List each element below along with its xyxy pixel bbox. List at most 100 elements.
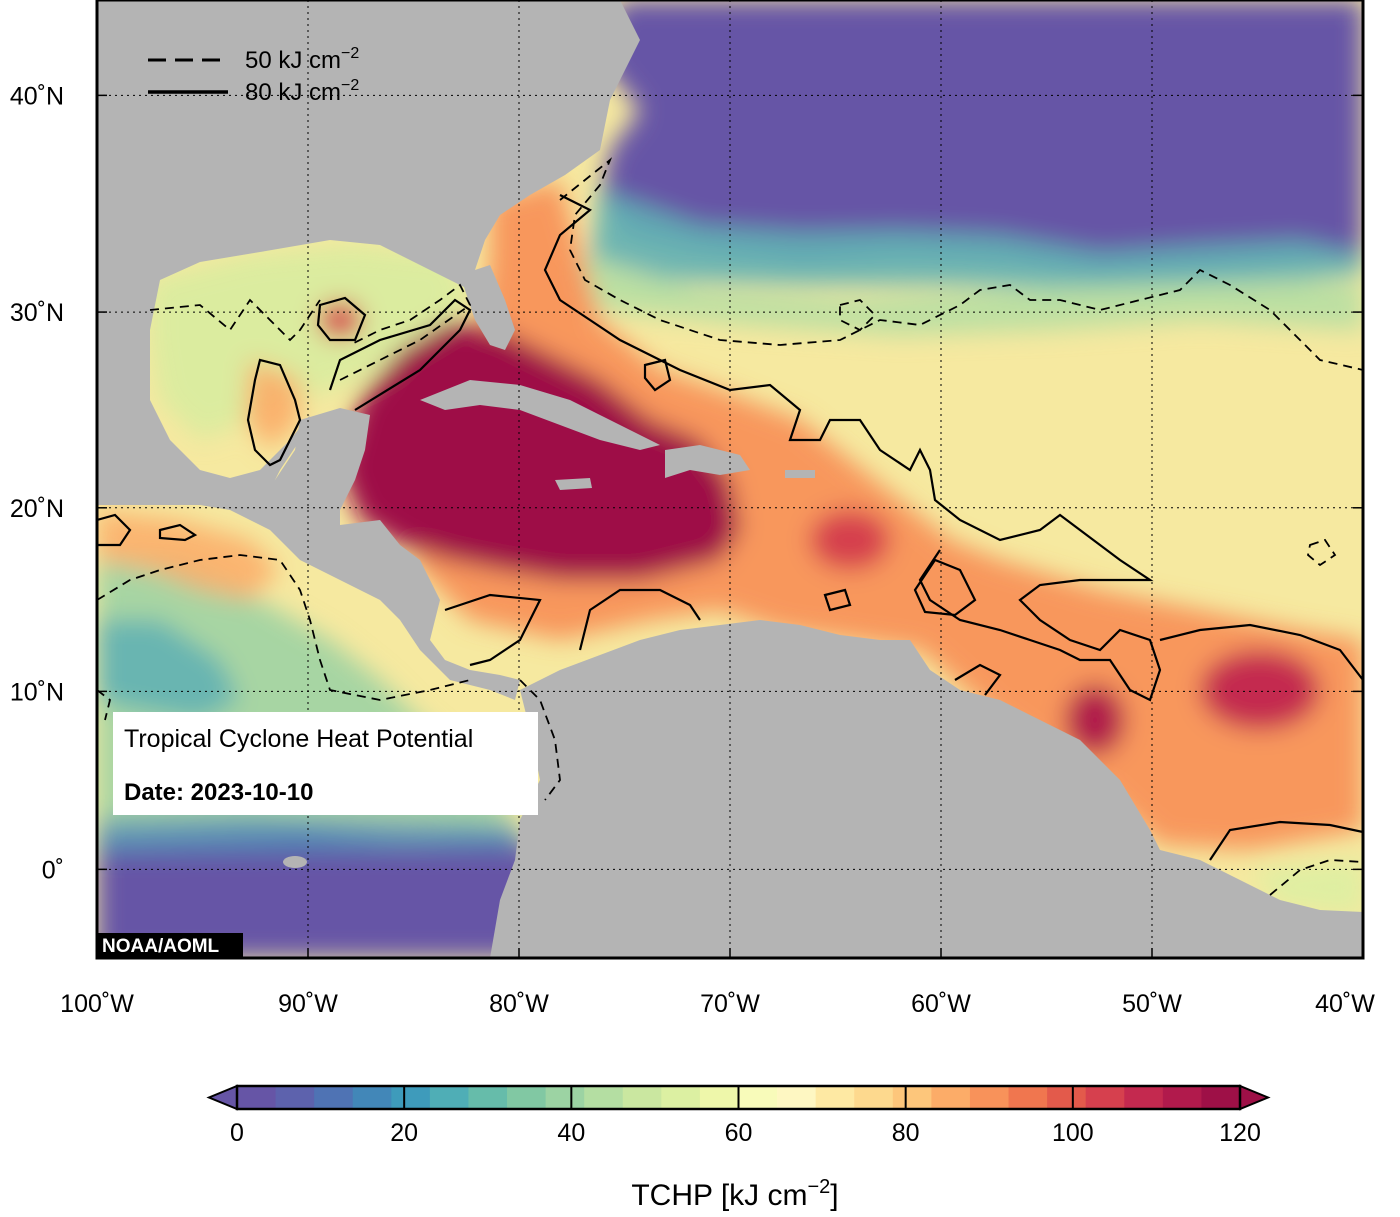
contour-50-pacific2 <box>97 689 112 721</box>
green-band <box>570 255 1363 335</box>
contour-80-loop-b <box>643 358 672 392</box>
colorbar-swatch <box>237 1086 277 1109</box>
lon-tick-label: 90˚W <box>278 990 338 1018</box>
map-area <box>97 0 1363 958</box>
contour-50-gulf <box>149 298 321 342</box>
colorbar-tick-label: 60 <box>725 1119 753 1147</box>
colorbar-swatch <box>584 1086 624 1109</box>
land-north-america <box>97 0 640 505</box>
colorbar-min-arrow <box>206 1084 238 1111</box>
land-central-america <box>200 408 520 700</box>
hot-core <box>340 320 740 580</box>
contour-legend: 50 kJ cm−2 80 kJ cm−2 <box>148 45 359 106</box>
title-box: Tropical Cyclone Heat Potential Date: 20… <box>113 712 538 815</box>
colorbar-swatch <box>391 1086 431 1109</box>
pacific-warm <box>97 510 280 600</box>
land <box>97 0 1363 958</box>
lon-tick-label: 60˚W <box>911 990 971 1018</box>
colorbar-swatch <box>314 1086 354 1109</box>
colorbar-swatch <box>892 1086 932 1109</box>
lat-tick-label: 40˚N <box>10 82 64 110</box>
land-hispaniola <box>665 445 750 478</box>
colorbar-tick-label: 100 <box>1052 1119 1094 1147</box>
contour-80-caribbean-s2 <box>578 588 701 651</box>
lon-tick-label: 70˚W <box>700 990 760 1018</box>
contour-80-loop-a <box>316 296 367 342</box>
colorbar-swatch <box>507 1086 547 1109</box>
legend-dashed-label: 50 kJ cm−2 <box>245 45 359 74</box>
contour-50-north <box>559 157 1363 371</box>
colorbar-swatch <box>1085 1086 1125 1109</box>
contour-80-south <box>1209 820 1363 861</box>
lon-tick-label: 40˚W <box>1315 990 1375 1018</box>
lat-tick-label: 30˚N <box>10 299 64 327</box>
colorbar-title: TCHP [kJ cm−2] <box>631 1176 838 1212</box>
colorbar: 0 20 40 60 80 100 120 <box>206 1084 1271 1147</box>
teal-band <box>590 190 1363 290</box>
contour-80-gulf <box>328 298 472 411</box>
contour-50-north2 <box>339 283 472 381</box>
land-south-america <box>490 620 1363 958</box>
colorbar-swatch <box>468 1086 508 1109</box>
colorbar-tick-label: 0 <box>230 1119 244 1147</box>
colorbar-swatch <box>1047 1086 1087 1109</box>
contour-80-loop-c <box>913 558 977 617</box>
lon-tick-label: 80˚W <box>489 990 549 1018</box>
hot-spot-guiana <box>1065 685 1125 755</box>
map-date: Date: 2023-10-10 <box>124 779 313 806</box>
colorbar-swatch <box>699 1086 739 1109</box>
gulf-field <box>150 245 470 440</box>
lat-tick-labels: 0˚ 10˚N 20˚N 30˚N 40˚N <box>10 82 64 884</box>
colorbar-swatch <box>352 1086 392 1109</box>
colorbar-tick-label: 120 <box>1219 1119 1261 1147</box>
gulf-warm-pocket <box>245 360 300 450</box>
colorbar-swatch <box>1124 1086 1164 1109</box>
colorbar-swatch <box>275 1086 315 1109</box>
colorbar-swatch <box>1008 1086 1048 1109</box>
cold-north-water <box>600 0 1363 275</box>
colorbar-swatch <box>738 1086 778 1109</box>
contour-80-guiana <box>954 663 1002 696</box>
contours <box>97 157 1363 896</box>
colorbar-tick-label: 40 <box>557 1119 585 1147</box>
contour-50-southeast <box>1269 859 1363 896</box>
colorbar-swatch <box>815 1086 855 1109</box>
colorbar-max-arrow <box>1239 1084 1271 1111</box>
contour-80-pacific <box>97 513 132 547</box>
legend-solid-label: 80 kJ cm−2 <box>245 77 359 106</box>
land-cuba <box>420 380 660 450</box>
hot-spot-central <box>810 510 890 570</box>
contour-50-pacific3 <box>519 679 561 801</box>
land-galapagos <box>283 856 307 868</box>
contour-80-east <box>1159 623 1363 681</box>
colorbar-tick-label: 20 <box>390 1119 418 1147</box>
lon-tick-labels: 100˚W 90˚W 80˚W 70˚W 60˚W 50˚W 40˚W <box>60 990 1375 1018</box>
colorbar-swatch <box>1162 1086 1202 1109</box>
land-jamaica <box>555 478 592 490</box>
colorbar-swatch <box>622 1086 662 1109</box>
hot-spot-east <box>1200 650 1320 730</box>
land-puerto-rico <box>785 470 815 478</box>
pacific-teal <box>97 620 240 720</box>
colorbar-swatch <box>931 1086 971 1109</box>
contour-80-caribbean-s <box>444 593 542 667</box>
contour-50-loop <box>839 299 877 332</box>
lat-tick-label: 0˚ <box>42 856 64 884</box>
cold-south-water <box>97 835 540 958</box>
credit-badge: NOAA/AOML <box>97 933 243 958</box>
warm-band <box>400 180 1363 850</box>
colorbar-swatch <box>545 1086 585 1109</box>
contour-80-pacific2 <box>158 523 198 542</box>
colorbar-swatch <box>429 1086 469 1109</box>
lat-tick-label: 10˚N <box>10 678 64 706</box>
map-title: Tropical Cyclone Heat Potential <box>124 725 473 753</box>
colorbar-swatch <box>777 1086 817 1109</box>
colorbar-swatch <box>1201 1086 1241 1109</box>
colorbar-swatch <box>661 1086 701 1109</box>
contour-80-main <box>543 194 1162 702</box>
colorbar-swatch <box>854 1086 894 1109</box>
contour-80-west <box>246 358 302 467</box>
land-florida <box>460 265 515 350</box>
credit-text: NOAA/AOML <box>102 936 220 957</box>
